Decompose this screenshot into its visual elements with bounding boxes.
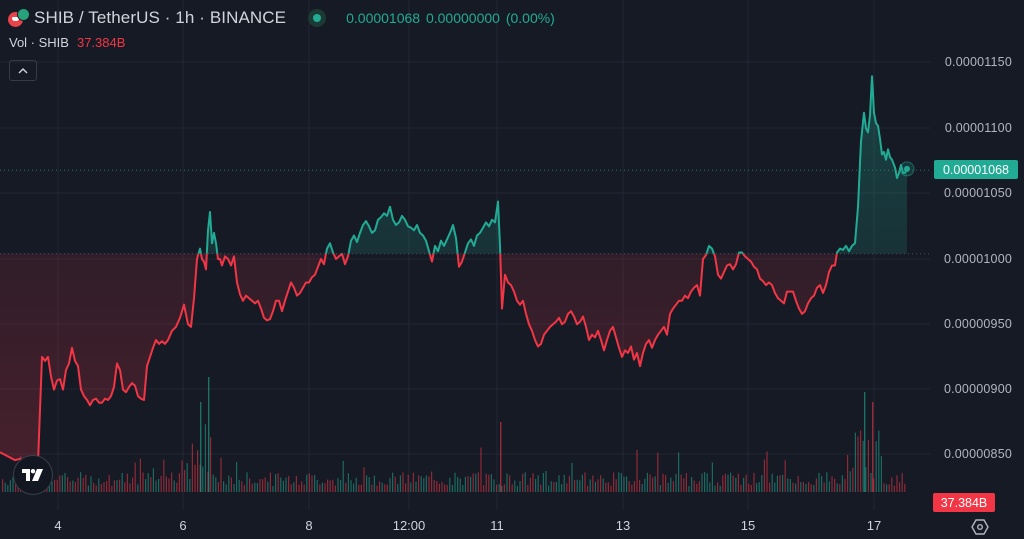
price-tick-label: 0.00000950	[943, 317, 1012, 331]
volume-value: 37.384B	[76, 35, 126, 50]
chart-legend-header: SHIB / TetherUS · 1h · BINANCE 0.0000106…	[8, 6, 555, 30]
time-tick-label: 13	[615, 518, 631, 533]
price-tick-label: 0.00001000	[943, 252, 1012, 266]
current-price-tag: 0.00001068	[934, 160, 1018, 179]
tradingview-logo-icon[interactable]	[13, 455, 53, 495]
price-tick-label: 0.00000850	[943, 447, 1012, 461]
price-tick-label: 0.00000900	[943, 382, 1012, 396]
time-tick-label: 8	[305, 518, 313, 533]
volume-legend[interactable]: Vol · SHIB 37.384B	[9, 35, 125, 50]
price-tick-label: 0.00001100	[944, 121, 1012, 135]
time-tick-label: 6	[179, 518, 187, 533]
market-open-status-icon[interactable]	[308, 9, 327, 27]
shib-usdt-pair-icon	[8, 8, 30, 28]
symbol-title[interactable]: SHIB / TetherUS · 1h · BINANCE	[34, 8, 287, 27]
volume-label: Vol · SHIB	[9, 35, 69, 50]
collapse-legend-button[interactable]	[9, 60, 37, 81]
price-tick-label: 0.00001150	[944, 55, 1012, 69]
price-change-values: 0.00001068 0.00000000 (0.00%)	[346, 10, 555, 26]
time-tick-label: 17	[866, 518, 882, 533]
hexagon-settings-icon	[971, 519, 989, 535]
time-tick-label: 12:00	[392, 518, 426, 533]
time-tick-label: 11	[490, 518, 504, 533]
chart-settings-button[interactable]	[970, 518, 990, 536]
chevron-up-icon	[18, 67, 28, 73]
time-tick-label: 4	[54, 518, 62, 533]
price-tick-label: 0.00001050	[943, 186, 1012, 200]
current-volume-tag: 37.384B	[933, 493, 995, 512]
time-tick-label: 15	[740, 518, 756, 533]
